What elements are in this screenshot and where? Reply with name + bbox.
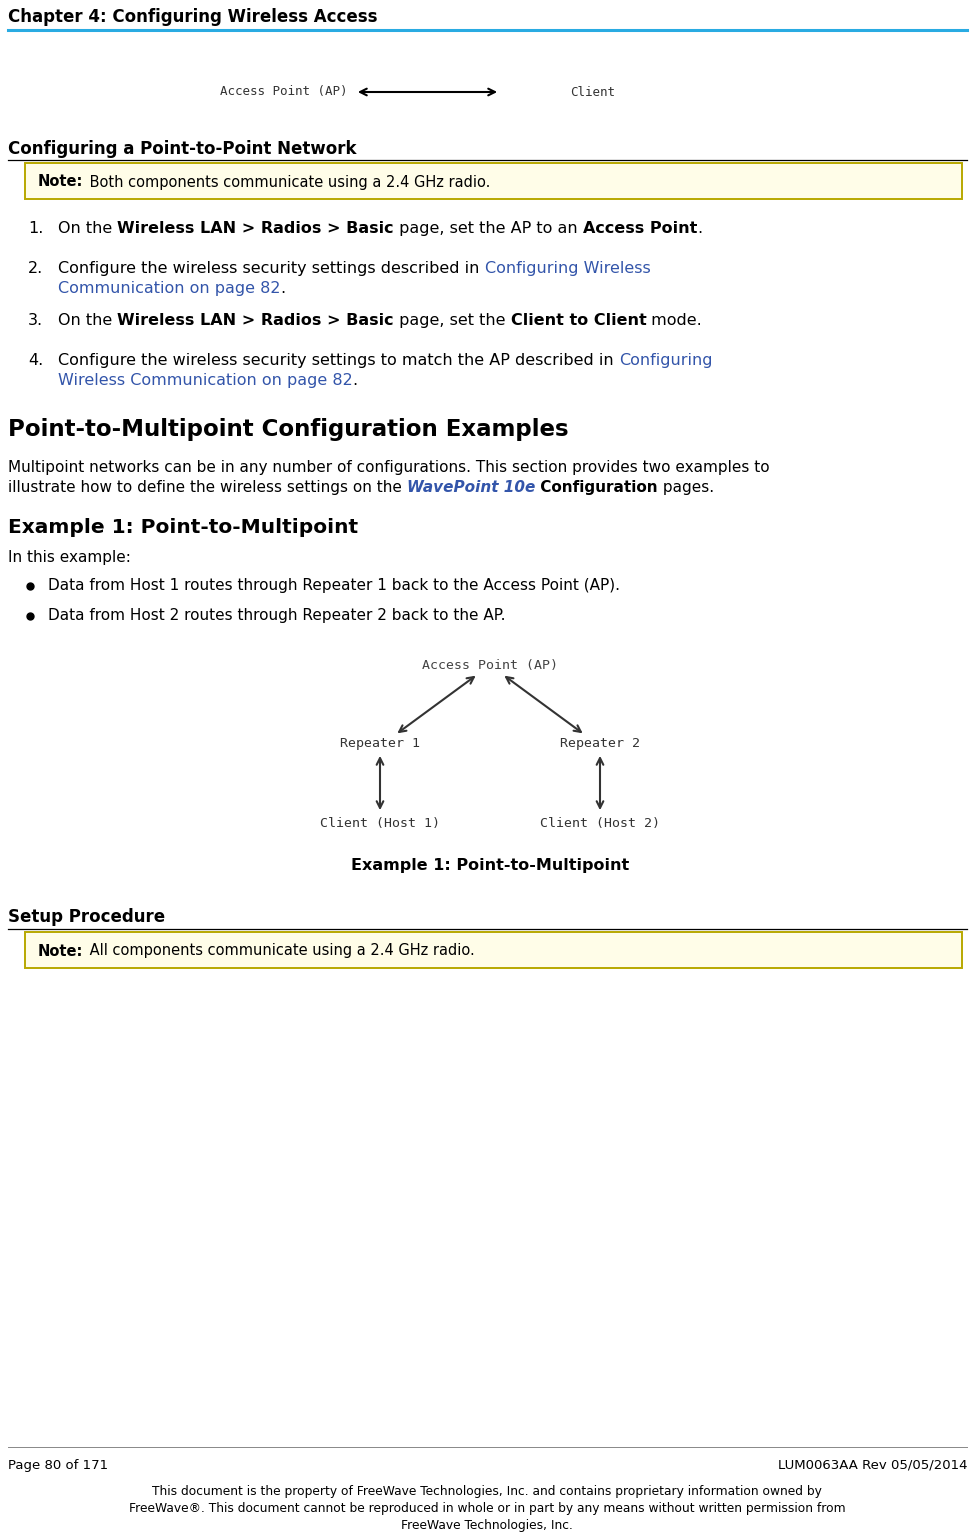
Text: Data from Host 2 routes through Repeater 2 back to the AP.: Data from Host 2 routes through Repeater…: [48, 608, 505, 623]
Text: page, set the: page, set the: [394, 314, 511, 328]
Text: Repeater 2: Repeater 2: [560, 737, 640, 749]
Text: Configure the wireless security settings to match the AP described in: Configure the wireless security settings…: [58, 354, 619, 368]
Text: On the: On the: [58, 314, 117, 328]
Text: Configuring Wireless: Configuring Wireless: [485, 261, 650, 275]
Text: Data from Host 1 routes through Repeater 1 back to the Access Point (AP).: Data from Host 1 routes through Repeater…: [48, 578, 620, 594]
Text: Configuration: Configuration: [535, 480, 658, 495]
Text: Example 1: Point-to-Multipoint: Example 1: Point-to-Multipoint: [8, 518, 358, 537]
Text: Chapter 4: Configuring Wireless Access: Chapter 4: Configuring Wireless Access: [8, 8, 377, 26]
Text: Both components communicate using a 2.4 GHz radio.: Both components communicate using a 2.4 …: [86, 174, 490, 189]
Text: WavePoint 10e: WavePoint 10e: [407, 480, 535, 495]
Text: .: .: [281, 281, 286, 295]
Text: Note:: Note:: [38, 943, 84, 958]
Text: .: .: [353, 374, 358, 388]
Text: Client (Host 2): Client (Host 2): [540, 817, 660, 829]
Text: Page 80 of 171: Page 80 of 171: [8, 1460, 108, 1472]
Text: Setup Procedure: Setup Procedure: [8, 907, 165, 926]
Text: mode.: mode.: [646, 314, 702, 328]
Text: Point-to-Multipoint Configuration Examples: Point-to-Multipoint Configuration Exampl…: [8, 418, 568, 441]
Text: Configuring a Point-to-Point Network: Configuring a Point-to-Point Network: [8, 140, 357, 158]
Text: 1.: 1.: [28, 221, 43, 235]
Text: illustrate how to define the wireless settings on the: illustrate how to define the wireless se…: [8, 480, 407, 495]
Text: LUM0063AA Rev 05/05/2014: LUM0063AA Rev 05/05/2014: [777, 1460, 967, 1472]
Text: FreeWave Technologies, Inc.: FreeWave Technologies, Inc.: [401, 1520, 573, 1532]
Text: Access Point: Access Point: [583, 221, 697, 235]
Text: 2.: 2.: [28, 261, 43, 275]
Text: Access Point (AP): Access Point (AP): [220, 86, 347, 98]
Text: Example 1: Point-to-Multipoint: Example 1: Point-to-Multipoint: [351, 858, 629, 874]
FancyBboxPatch shape: [25, 163, 962, 198]
Text: Repeater 1: Repeater 1: [340, 737, 420, 749]
Text: 3.: 3.: [28, 314, 43, 328]
Text: In this example:: In this example:: [8, 551, 131, 564]
Text: Wireless LAN > Radios > Basic: Wireless LAN > Radios > Basic: [117, 314, 394, 328]
Text: This document is the property of FreeWave Technologies, Inc. and contains propri: This document is the property of FreeWav…: [152, 1486, 822, 1498]
Text: Communication on page 82: Communication on page 82: [58, 281, 281, 295]
Text: Configure the wireless security settings described in: Configure the wireless security settings…: [58, 261, 485, 275]
FancyBboxPatch shape: [25, 932, 962, 967]
Text: Access Point (AP): Access Point (AP): [422, 660, 558, 672]
Text: .: .: [697, 221, 702, 235]
Text: Configuring: Configuring: [619, 354, 713, 368]
Text: Wireless LAN > Radios > Basic: Wireless LAN > Radios > Basic: [117, 221, 394, 235]
Text: 4.: 4.: [28, 354, 43, 368]
Text: Wireless Communication on page 82: Wireless Communication on page 82: [58, 374, 353, 388]
Text: Client: Client: [570, 86, 615, 98]
Text: pages.: pages.: [658, 480, 714, 495]
Text: Note:: Note:: [38, 174, 84, 189]
Text: Client (Host 1): Client (Host 1): [320, 817, 440, 829]
Text: On the: On the: [58, 221, 117, 235]
Text: FreeWave®. This document cannot be reproduced in whole or in part by any means w: FreeWave®. This document cannot be repro…: [129, 1503, 845, 1515]
Text: page, set the AP to an: page, set the AP to an: [394, 221, 583, 235]
Text: Client to Client: Client to Client: [511, 314, 646, 328]
Text: Multipoint networks can be in any number of configurations. This section provide: Multipoint networks can be in any number…: [8, 460, 769, 475]
Text: All components communicate using a 2.4 GHz radio.: All components communicate using a 2.4 G…: [86, 943, 475, 958]
